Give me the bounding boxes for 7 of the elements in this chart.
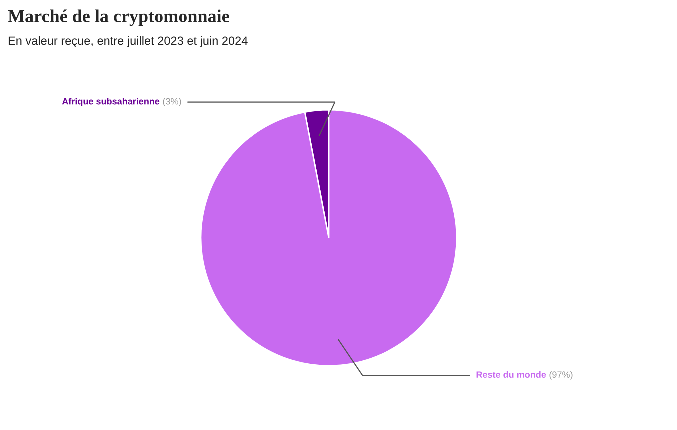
slice-label: Reste du monde <box>476 371 546 378</box>
data-label: (97%) <box>550 371 573 380</box>
pie-slice <box>200 109 458 367</box>
chart-subtitle: En valeur reçue, entre juillet 2023 et juin 2024 <box>8 36 248 48</box>
chart-title: Marché de la cryptomonnaie <box>8 10 230 26</box>
slice-label: Afrique subsaharienne <box>62 98 160 107</box>
data-label: (3%) <box>163 98 182 107</box>
